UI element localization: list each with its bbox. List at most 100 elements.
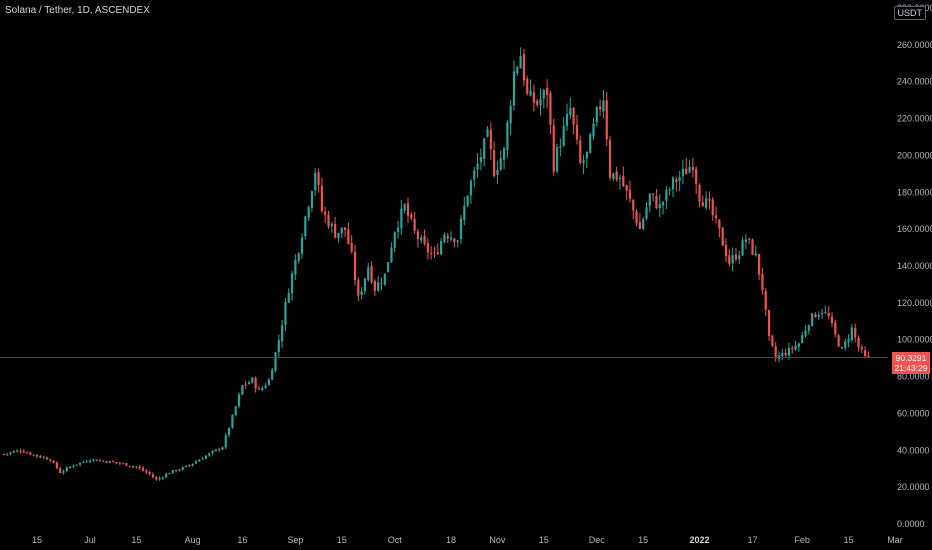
candle[interactable] xyxy=(320,178,323,214)
candle[interactable] xyxy=(658,194,661,218)
candle[interactable] xyxy=(502,146,506,170)
price-axis[interactable]: 0.0000 20.0000 40.0000 60.0000 80.0000 100.00… xyxy=(897,3,932,529)
candle[interactable] xyxy=(529,79,532,97)
candle[interactable] xyxy=(277,334,280,358)
candle[interactable] xyxy=(453,237,456,248)
candle[interactable] xyxy=(52,459,55,464)
candle[interactable] xyxy=(771,334,774,348)
candle[interactable] xyxy=(645,202,648,221)
candle[interactable] xyxy=(12,450,15,454)
candle[interactable] xyxy=(161,476,164,480)
candle[interactable] xyxy=(708,191,711,210)
candle[interactable] xyxy=(476,153,479,178)
candle[interactable] xyxy=(131,465,135,469)
candle[interactable] xyxy=(459,214,463,244)
candle[interactable] xyxy=(847,334,850,348)
candle[interactable] xyxy=(287,288,290,304)
candle[interactable] xyxy=(2,453,5,455)
candle[interactable] xyxy=(281,319,284,348)
candle[interactable] xyxy=(373,279,376,297)
candle[interactable] xyxy=(284,298,287,332)
candle[interactable] xyxy=(754,245,757,257)
candle[interactable] xyxy=(151,472,155,479)
candle[interactable] xyxy=(774,341,777,362)
candle[interactable] xyxy=(420,234,423,244)
candle[interactable] xyxy=(820,308,824,320)
candle[interactable] xyxy=(65,466,68,473)
candle[interactable] xyxy=(532,84,535,112)
candle[interactable] xyxy=(82,460,85,464)
candle[interactable] xyxy=(731,247,734,272)
candle[interactable] xyxy=(145,468,148,475)
candle[interactable] xyxy=(499,150,502,171)
candle[interactable] xyxy=(271,367,274,380)
candle[interactable] xyxy=(194,459,198,464)
candle[interactable] xyxy=(350,235,353,254)
candle[interactable] xyxy=(834,319,837,338)
candle[interactable] xyxy=(294,254,297,281)
candle[interactable] xyxy=(62,469,65,475)
candle[interactable] xyxy=(165,472,168,478)
candle[interactable] xyxy=(363,277,367,295)
candle[interactable] xyxy=(519,47,522,69)
candle[interactable] xyxy=(638,213,641,230)
candle[interactable] xyxy=(791,345,794,354)
candle[interactable] xyxy=(483,137,486,167)
candle[interactable] xyxy=(251,376,254,384)
candle[interactable] xyxy=(95,459,98,462)
candle[interactable] xyxy=(304,215,307,240)
candle[interactable] xyxy=(78,462,82,467)
candle[interactable] xyxy=(231,413,234,429)
candle[interactable] xyxy=(340,227,343,239)
candle[interactable] xyxy=(675,176,678,192)
candle[interactable] xyxy=(685,157,688,175)
candle[interactable] xyxy=(247,380,251,385)
candle[interactable] xyxy=(310,190,314,213)
candle[interactable] xyxy=(128,465,131,468)
candle[interactable] xyxy=(665,185,668,210)
candle[interactable] xyxy=(436,243,439,256)
candle[interactable] xyxy=(138,464,141,470)
candle[interactable] xyxy=(625,184,628,200)
candle[interactable] xyxy=(632,198,635,220)
candle[interactable] xyxy=(711,197,714,221)
candle[interactable] xyxy=(714,206,718,224)
candle[interactable] xyxy=(188,464,191,468)
candle[interactable] xyxy=(850,324,853,343)
candle[interactable] xyxy=(489,122,492,160)
candle[interactable] xyxy=(334,217,337,239)
candle[interactable] xyxy=(509,99,512,136)
candle[interactable] xyxy=(49,458,52,463)
candle[interactable] xyxy=(777,351,781,363)
candle[interactable] xyxy=(469,179,473,204)
candle[interactable] xyxy=(781,348,784,361)
candle[interactable] xyxy=(115,461,118,465)
candle[interactable] xyxy=(635,209,638,227)
candle[interactable] xyxy=(423,229,426,246)
candle[interactable] xyxy=(512,60,516,111)
candle[interactable] xyxy=(579,135,582,165)
candle[interactable] xyxy=(59,466,62,474)
candle[interactable] xyxy=(337,232,340,243)
candle[interactable] xyxy=(244,381,247,389)
candle[interactable] xyxy=(592,117,595,140)
candle[interactable] xyxy=(522,48,526,87)
candle[interactable] xyxy=(102,460,105,462)
candle[interactable] xyxy=(112,460,115,463)
candle[interactable] xyxy=(655,188,658,210)
candle[interactable] xyxy=(297,252,300,264)
candle[interactable] xyxy=(797,342,800,352)
candle[interactable] xyxy=(367,263,370,282)
candle[interactable] xyxy=(681,159,685,185)
candle[interactable] xyxy=(652,193,655,202)
candle[interactable] xyxy=(39,454,42,458)
candle[interactable] xyxy=(602,90,605,119)
candle[interactable] xyxy=(426,238,429,260)
candle[interactable] xyxy=(88,459,92,464)
candle[interactable] xyxy=(184,465,188,468)
candle[interactable] xyxy=(466,195,469,208)
candle[interactable] xyxy=(744,234,747,250)
candle[interactable] xyxy=(718,219,721,238)
candle[interactable] xyxy=(728,249,731,267)
candle[interactable] xyxy=(661,200,665,215)
